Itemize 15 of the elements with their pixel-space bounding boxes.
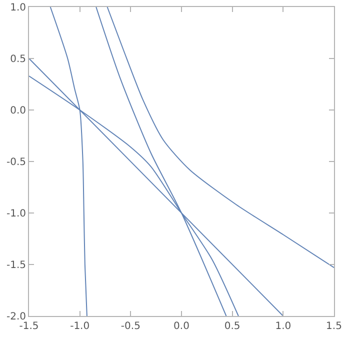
y-tick-label: -2.0 — [6, 312, 26, 322]
x-tick-label: -1.5 — [19, 321, 39, 332]
x-tick-label: 1.0 — [275, 321, 292, 332]
x-tick-label: 1.5 — [326, 321, 342, 332]
y-tick-label: -0.5 — [6, 157, 26, 168]
x-tick-label: -0.5 — [120, 321, 140, 332]
y-tick-label: -1.0 — [6, 208, 26, 220]
x-tick-label: 0.0 — [174, 321, 190, 332]
y-tick-label: 0.0 — [10, 106, 26, 116]
x-tick-label: -1.0 — [70, 321, 90, 332]
x-tick-label: 0.5 — [224, 321, 240, 332]
line-series — [106, 7, 334, 268]
y-tick-label: 1.0 — [10, 2, 26, 14]
y-tick-label: 0.5 — [10, 54, 26, 65]
y-tick-label: -1.5 — [6, 260, 26, 271]
